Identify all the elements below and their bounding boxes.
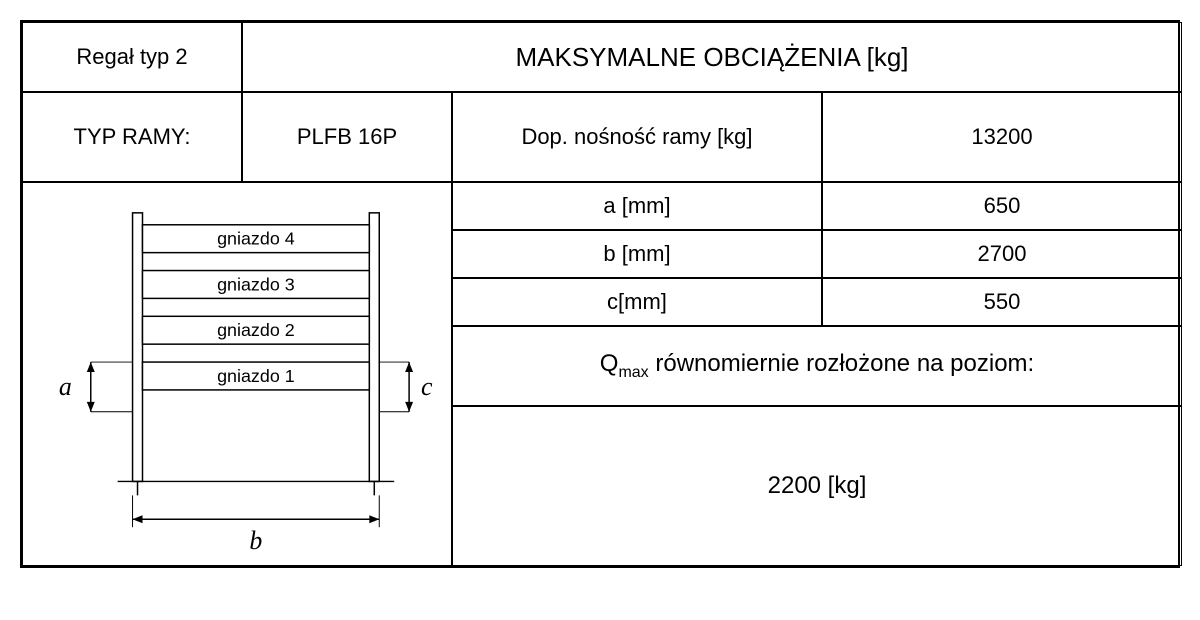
header-right: MAKSYMALNE OBCIĄŻENIA [kg]	[242, 22, 1182, 92]
qmax-value: 2200 [kg]	[452, 406, 1182, 566]
qmax-sub: max	[618, 364, 648, 381]
rack-diagram: gniazdo 4 gniazdo 3 gniazdo 2 gniazdo 1 a c b	[22, 182, 452, 566]
frame-cap-value: 13200	[822, 92, 1182, 182]
dim-b-label: b [mm]	[452, 230, 822, 278]
svg-text:a: a	[59, 372, 72, 401]
qmax-label: Qmax równomiernie rozłożone na poziom:	[452, 326, 1182, 406]
header-left: Regał typ 2	[22, 22, 242, 92]
dim-a-label: a [mm]	[452, 182, 822, 230]
svg-text:b: b	[249, 526, 262, 555]
dim-b-value: 2700	[822, 230, 1182, 278]
dim-a-value: 650	[822, 182, 1182, 230]
frame-type-label: TYP RAMY:	[22, 92, 242, 182]
svg-text:gniazdo 1: gniazdo 1	[217, 366, 295, 386]
spec-table: Regał typ 2 MAKSYMALNE OBCIĄŻENIA [kg] T…	[20, 20, 1180, 568]
svg-text:gniazdo 2: gniazdo 2	[217, 320, 295, 340]
rack-diagram-svg: gniazdo 4 gniazdo 3 gniazdo 2 gniazdo 1 a c b	[23, 183, 451, 565]
frame-cap-label: Dop. nośność ramy [kg]	[452, 92, 822, 182]
dim-c-label: c[mm]	[452, 278, 822, 326]
svg-text:c: c	[421, 372, 433, 401]
dim-c-value: 550	[822, 278, 1182, 326]
frame-type-value: PLFB 16P	[242, 92, 452, 182]
svg-text:gniazdo 3: gniazdo 3	[217, 274, 295, 294]
svg-text:gniazdo 4: gniazdo 4	[217, 229, 295, 249]
qmax-q: Q	[600, 350, 619, 377]
qmax-rest: równomiernie rozłożone na poziom:	[649, 350, 1035, 377]
